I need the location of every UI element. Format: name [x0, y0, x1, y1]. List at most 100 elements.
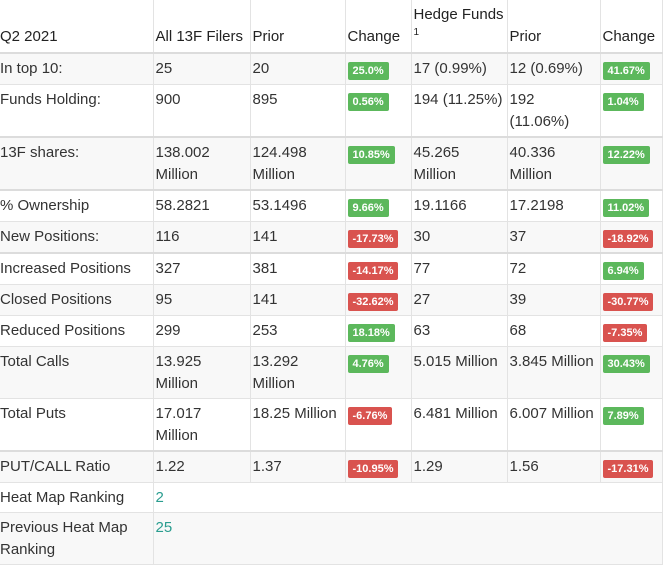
hedge-funds-change-cell: -18.92%	[599, 221, 663, 254]
hedge-funds-change-cell: 12.22%	[599, 136, 663, 191]
all-filers-change-badge: 0.56%	[347, 93, 389, 111]
hedge-funds-change-cell: 6.94%	[599, 252, 663, 285]
heat-map-value[interactable]: 2	[152, 482, 663, 513]
all-filers-change-cell: 18.18%	[344, 315, 412, 347]
hedge-funds-value: 19.1166	[410, 189, 508, 222]
row-label: % Ownership	[0, 189, 154, 222]
all-filers-change-cell: 4.76%	[344, 346, 412, 399]
all-filers-change-badge: 9.66%	[347, 199, 389, 217]
all-filers-change-cell: -17.73%	[344, 221, 412, 254]
hedge-funds-change-cell: 1.04%	[599, 84, 663, 138]
all-filers-value: 116	[152, 221, 251, 254]
hedge-funds-change-badge: -17.31%	[602, 460, 654, 478]
table-row: % Ownership 58.2821 53.1496 9.66% 19.1166 17.…	[0, 189, 663, 222]
hedge-funds-change-badge: 6.94%	[602, 262, 644, 280]
hedge-funds-value: 45.265 Million	[410, 136, 508, 191]
hedge-funds-change-badge: 1.04%	[602, 93, 644, 111]
table-row: Total Calls 13.925 Million 13.292 Million 4…	[0, 346, 663, 399]
all-filers-prior: 20	[249, 52, 346, 85]
hedge-funds-prior: 37	[506, 221, 601, 254]
hedge-funds-value: 1.29	[410, 450, 508, 483]
table-row: PUT/CALL Ratio 1.22 1.37 -10.95% 1.29 1.56 -17…	[0, 450, 663, 483]
row-label: PUT/CALL Ratio	[0, 450, 154, 483]
all-filers-prior: 895	[249, 84, 346, 138]
hedge-funds-change-badge: 30.43%	[602, 355, 650, 373]
table-row: 13F shares: 138.002 Million 124.498 Millio…	[0, 136, 663, 191]
footnote-marker[interactable]: 1	[413, 27, 420, 38]
header-change-hedge: Change	[599, 0, 663, 54]
table-row: In top 10: 25 20 25.0% 17 (0.99%) 12 (0.69%) 4…	[0, 52, 663, 85]
all-filers-value: 1.22	[152, 450, 251, 483]
hedge-funds-value: 5.015 Million	[410, 346, 508, 399]
table-row-previous-heat-map: Previous Heat Map Ranking 25	[0, 512, 663, 565]
row-label: 13F shares:	[0, 136, 154, 191]
hedge-funds-prior: 39	[506, 284, 601, 316]
header-prior: Prior	[249, 0, 346, 54]
all-filers-value: 25	[152, 52, 251, 85]
hedge-funds-value: 63	[410, 315, 508, 347]
table-row: Funds Holding: 900 895 0.56% 194 (11.25%) 192…	[0, 84, 663, 138]
row-label: In top 10:	[0, 52, 154, 85]
hedge-funds-change-badge: -7.35%	[602, 324, 648, 342]
hedge-funds-prior: 40.336 Million	[506, 136, 601, 191]
row-label: Total Calls	[0, 346, 154, 399]
hedge-funds-prior: 6.007 Million	[506, 398, 601, 452]
all-filers-prior: 381	[249, 252, 346, 285]
heat-map-link[interactable]: 2	[155, 489, 164, 506]
hedge-funds-value: 194 (11.25%)	[410, 84, 508, 138]
hedge-funds-prior: 72	[506, 252, 601, 285]
all-filers-change-badge: -6.76%	[347, 407, 393, 425]
hedge-funds-change-badge: -18.92%	[602, 230, 654, 248]
row-label: Heat Map Ranking	[0, 482, 154, 513]
all-filers-change-cell: -10.95%	[344, 450, 412, 483]
all-filers-change-badge: 25.0%	[347, 62, 389, 80]
header-change: Change	[344, 0, 412, 54]
all-filers-prior: 1.37	[249, 450, 346, 483]
all-filers-prior: 253	[249, 315, 346, 347]
hedge-funds-value: 6.481 Million	[410, 398, 508, 452]
hedge-funds-prior: 3.845 Million	[506, 346, 601, 399]
all-filers-change-cell: -32.62%	[344, 284, 412, 316]
row-label: Total Puts	[0, 398, 154, 452]
hedge-funds-prior: 12 (0.69%)	[506, 52, 601, 85]
table-row-heat-map: Heat Map Ranking 2	[0, 482, 663, 513]
header-prior-hedge: Prior	[506, 0, 601, 54]
hedge-funds-change-cell: 11.02%	[599, 189, 663, 222]
all-filers-change-badge: 10.85%	[347, 146, 395, 164]
all-filers-change-cell: 25.0%	[344, 52, 412, 85]
all-filers-change-cell: 0.56%	[344, 84, 412, 138]
hedge-funds-change-cell: -17.31%	[599, 450, 663, 483]
hedge-funds-change-badge: 12.22%	[602, 146, 650, 164]
all-filers-prior: 124.498 Million	[249, 136, 346, 191]
hedge-funds-change-cell: -7.35%	[599, 315, 663, 347]
row-label: Previous Heat Map Ranking	[0, 512, 154, 565]
hedge-funds-prior: 68	[506, 315, 601, 347]
previous-heat-map-value[interactable]: 25	[152, 512, 663, 565]
table-row: Reduced Positions 299 253 18.18% 63 68 -7.35%	[0, 315, 663, 347]
hedge-funds-value: 77	[410, 252, 508, 285]
header-period: Q2 2021	[0, 0, 154, 54]
all-filers-value: 17.017 Million	[152, 398, 251, 452]
hedge-funds-change-badge: 7.89%	[602, 407, 644, 425]
all-filers-change-badge: -17.73%	[347, 230, 399, 248]
table-row: Total Puts 17.017 Million 18.25 Million -6.…	[0, 398, 663, 452]
row-label: Reduced Positions	[0, 315, 154, 347]
hedge-funds-change-badge: 41.67%	[602, 62, 650, 80]
hedge-funds-prior: 17.2198	[506, 189, 601, 222]
all-filers-value: 13.925 Million	[152, 346, 251, 399]
all-filers-value: 138.002 Million	[152, 136, 251, 191]
hedge-funds-change-badge: -30.77%	[602, 293, 654, 311]
row-label: Funds Holding:	[0, 84, 154, 138]
all-filers-prior: 13.292 Million	[249, 346, 346, 399]
table-row: Closed Positions 95 141 -32.62% 27 39 -30.77%	[0, 284, 663, 316]
all-filers-value: 299	[152, 315, 251, 347]
all-filers-change-badge: -14.17%	[347, 262, 399, 280]
all-filers-prior: 141	[249, 221, 346, 254]
header-row: Q2 2021 All 13F Filers Prior Change Hedg…	[0, 0, 663, 54]
header-hedge-funds: Hedge Funds 1	[410, 0, 508, 54]
all-filers-change-badge: 18.18%	[347, 324, 395, 342]
previous-heat-map-link[interactable]: 25	[155, 519, 173, 536]
hedge-funds-value: 30	[410, 221, 508, 254]
all-filers-prior: 53.1496	[249, 189, 346, 222]
